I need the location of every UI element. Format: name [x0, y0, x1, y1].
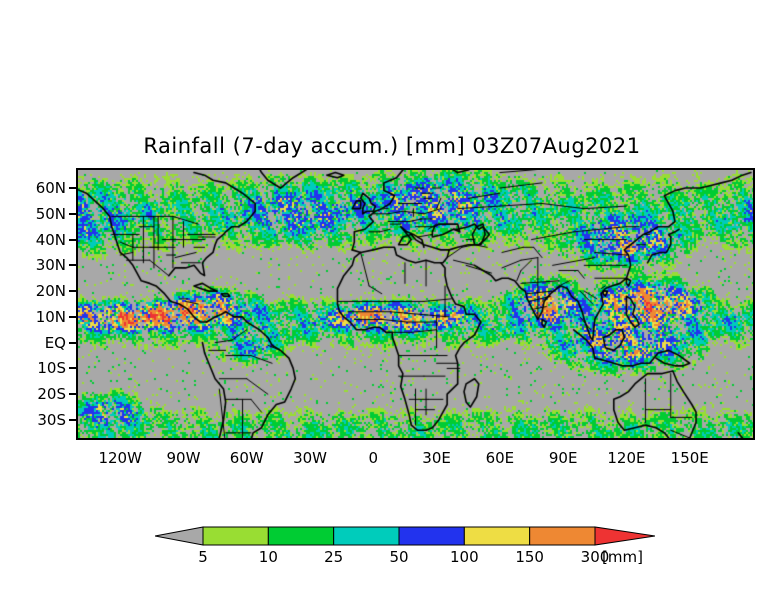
colorbar-segment	[333, 526, 400, 546]
colorbar-unit-label: [mm]	[602, 548, 643, 566]
x-tick-label: 120E	[607, 449, 646, 467]
x-tick-label: 90W	[166, 449, 201, 467]
x-tick-label: 60W	[229, 449, 264, 467]
y-tick-label: EQ	[44, 333, 66, 352]
y-tick-label: 30N	[35, 256, 66, 275]
x-tick-label: 30E	[422, 449, 451, 467]
y-tick-label: 20N	[35, 282, 66, 301]
y-tick-label: 10S	[37, 359, 66, 378]
colorbar-overflow-arrow	[594, 526, 655, 546]
page-title: Rainfall (7-day accum.) [mm] 03Z07Aug202…	[143, 134, 641, 158]
colorbar-tick-label: 150	[515, 548, 544, 566]
y-tick-label: 60N	[35, 179, 66, 198]
rainfall-heatmap-canvas	[78, 170, 753, 438]
colorbar-segment	[398, 526, 465, 546]
map-plot-area[interactable]	[76, 168, 755, 440]
y-tick-mark	[69, 341, 76, 344]
colorbar-tick-label: 100	[450, 548, 479, 566]
y-tick-label: 20S	[37, 385, 66, 404]
colorbar-segment	[202, 526, 269, 546]
y-tick-mark	[69, 264, 76, 267]
colorbar: 5 10 25 50 100 150 300 [mm]	[155, 524, 655, 572]
colorbar-tick-label: 10	[258, 548, 278, 566]
y-tick-mark	[69, 393, 76, 396]
x-tick-label: 90E	[548, 449, 578, 467]
y-tick-mark	[69, 367, 76, 370]
colorbar-tick-label: 300	[580, 548, 610, 566]
y-tick-mark	[69, 212, 76, 215]
x-tick-label: 120W	[98, 449, 142, 467]
x-tick-label: 150E	[670, 449, 709, 467]
y-tick-label: 40N	[35, 230, 66, 249]
y-tick-label: 50N	[35, 204, 66, 223]
colorbar-tick-label: 50	[389, 548, 409, 566]
colorbar-tick-label: 25	[324, 548, 344, 566]
colorbar-tick-label: 5	[198, 548, 208, 566]
y-tick-mark	[69, 238, 76, 241]
y-tick-mark	[69, 315, 76, 318]
colorbar-segment	[529, 526, 596, 546]
y-tick-mark	[69, 290, 76, 293]
x-tick-label: 60E	[485, 449, 515, 467]
colorbar-underflow-arrow	[155, 526, 204, 546]
x-tick-label: 30W	[293, 449, 327, 467]
y-tick-mark	[69, 418, 76, 421]
y-tick-mark	[69, 187, 76, 190]
colorbar-segment	[267, 526, 335, 546]
y-tick-label: 30S	[37, 410, 66, 429]
y-tick-label: 10N	[35, 307, 66, 326]
colorbar-swatches	[155, 526, 655, 546]
colorbar-segment	[463, 526, 531, 546]
x-tick-label: 0	[368, 449, 379, 467]
